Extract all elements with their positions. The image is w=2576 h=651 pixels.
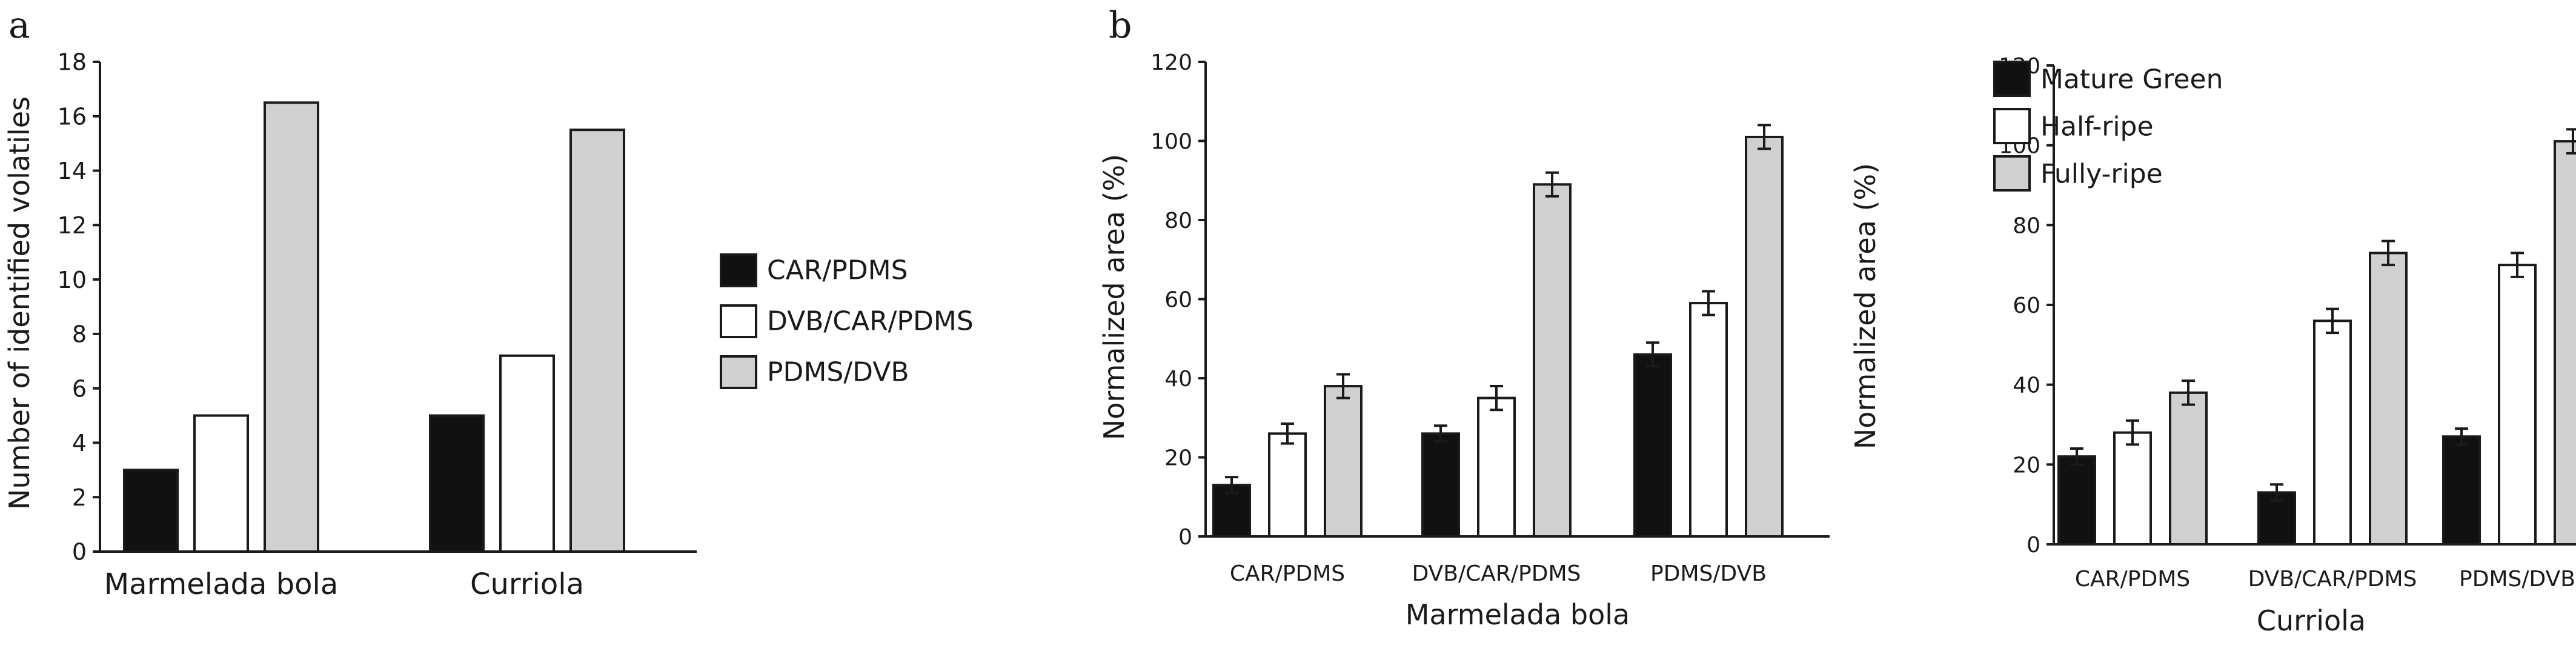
y-tick-label: 100 (1150, 129, 1192, 154)
bar (2498, 264, 2537, 546)
panel-label-a: a (8, 4, 30, 47)
legend-swatch (720, 253, 757, 287)
x-tick-label: PDMS/DVB (2459, 567, 2575, 592)
y-tick-label: 12 (58, 212, 87, 239)
legend-entry: DVB/CAR/PDMS (767, 306, 974, 337)
legend-entry: Half-ripe (2040, 112, 2154, 142)
bar (1324, 385, 1363, 538)
bar (264, 101, 319, 553)
y-tick-label: 0 (1178, 525, 1192, 550)
bar (1268, 432, 1307, 538)
x-tick-label: DVB/CAR/PDMS (1412, 561, 1581, 586)
y-tick-label: 20 (2013, 453, 2040, 478)
legend-entry: Mature Green (2040, 64, 2223, 95)
bar (2113, 431, 2152, 546)
x-tick-label: Curriola (470, 567, 584, 601)
bar (193, 414, 249, 553)
y-tick-label: 6 (72, 375, 87, 402)
bar (1533, 183, 1572, 538)
x-axis-label: Curriola (2257, 604, 2366, 637)
y-tick-label: 0 (72, 539, 87, 566)
bar (2554, 140, 2576, 546)
panel-label-b: b (1109, 4, 1132, 47)
x-tick-label: Marmelada bola (104, 567, 338, 601)
legend-entry: CAR/PDMS (767, 255, 908, 286)
y-axis-label: Number of identified volatiles (3, 96, 36, 510)
legend-entry: Fully-ripe (2040, 159, 2163, 190)
legend-swatch (1993, 155, 2031, 192)
y-tick-label: 40 (1164, 367, 1192, 392)
x-axis-label: Marmelada bola (1406, 598, 1630, 631)
y-tick-label: 8 (72, 321, 87, 348)
y-axis-label: Normalized area (%) (1098, 154, 1130, 440)
bar (123, 469, 179, 553)
y-tick-label: 4 (72, 430, 87, 456)
y-tick-label: 60 (1164, 287, 1192, 312)
legend-swatch (720, 304, 757, 338)
legend-swatch (1993, 108, 2031, 144)
y-tick-label: 18 (58, 49, 87, 76)
y-tick-label: 16 (58, 103, 87, 130)
legend-entry: PDMS/DVB (767, 357, 909, 388)
x-tick-label: CAR/PDMS (1230, 561, 1345, 586)
bar (2169, 391, 2208, 546)
y-tick-label: 120 (1150, 50, 1192, 75)
bar (429, 414, 485, 553)
bar (569, 129, 625, 553)
y-tick-label: 0 (2027, 533, 2040, 558)
bar (1633, 353, 1672, 538)
bar (1745, 135, 1784, 538)
bar (499, 354, 555, 553)
bar (2313, 319, 2352, 546)
legend-swatch (1993, 61, 2031, 97)
y-tick-label: 40 (2013, 373, 2040, 398)
y-tick-label: 20 (1164, 446, 1192, 470)
y-tick-label: 2 (72, 484, 87, 511)
y-axis-label: Normalized area (%) (1849, 163, 1882, 449)
bar (2057, 455, 2096, 546)
y-tick-label: 14 (58, 158, 87, 184)
y-tick-label: 80 (2013, 213, 2040, 238)
y-tick-label: 60 (2013, 293, 2040, 318)
y-tick-label: 80 (1164, 209, 1192, 233)
bar (1421, 432, 1460, 538)
legend-swatch (720, 355, 757, 389)
y-tick-label: 10 (58, 267, 87, 293)
x-tick-label: CAR/PDMS (2075, 567, 2190, 592)
x-tick-label: PDMS/DVB (1650, 561, 1767, 586)
bar (1689, 302, 1728, 538)
bar (2369, 252, 2408, 546)
x-tick-label: DVB/CAR/PDMS (2248, 567, 2417, 592)
bar (1477, 396, 1516, 538)
bar (2442, 435, 2481, 546)
